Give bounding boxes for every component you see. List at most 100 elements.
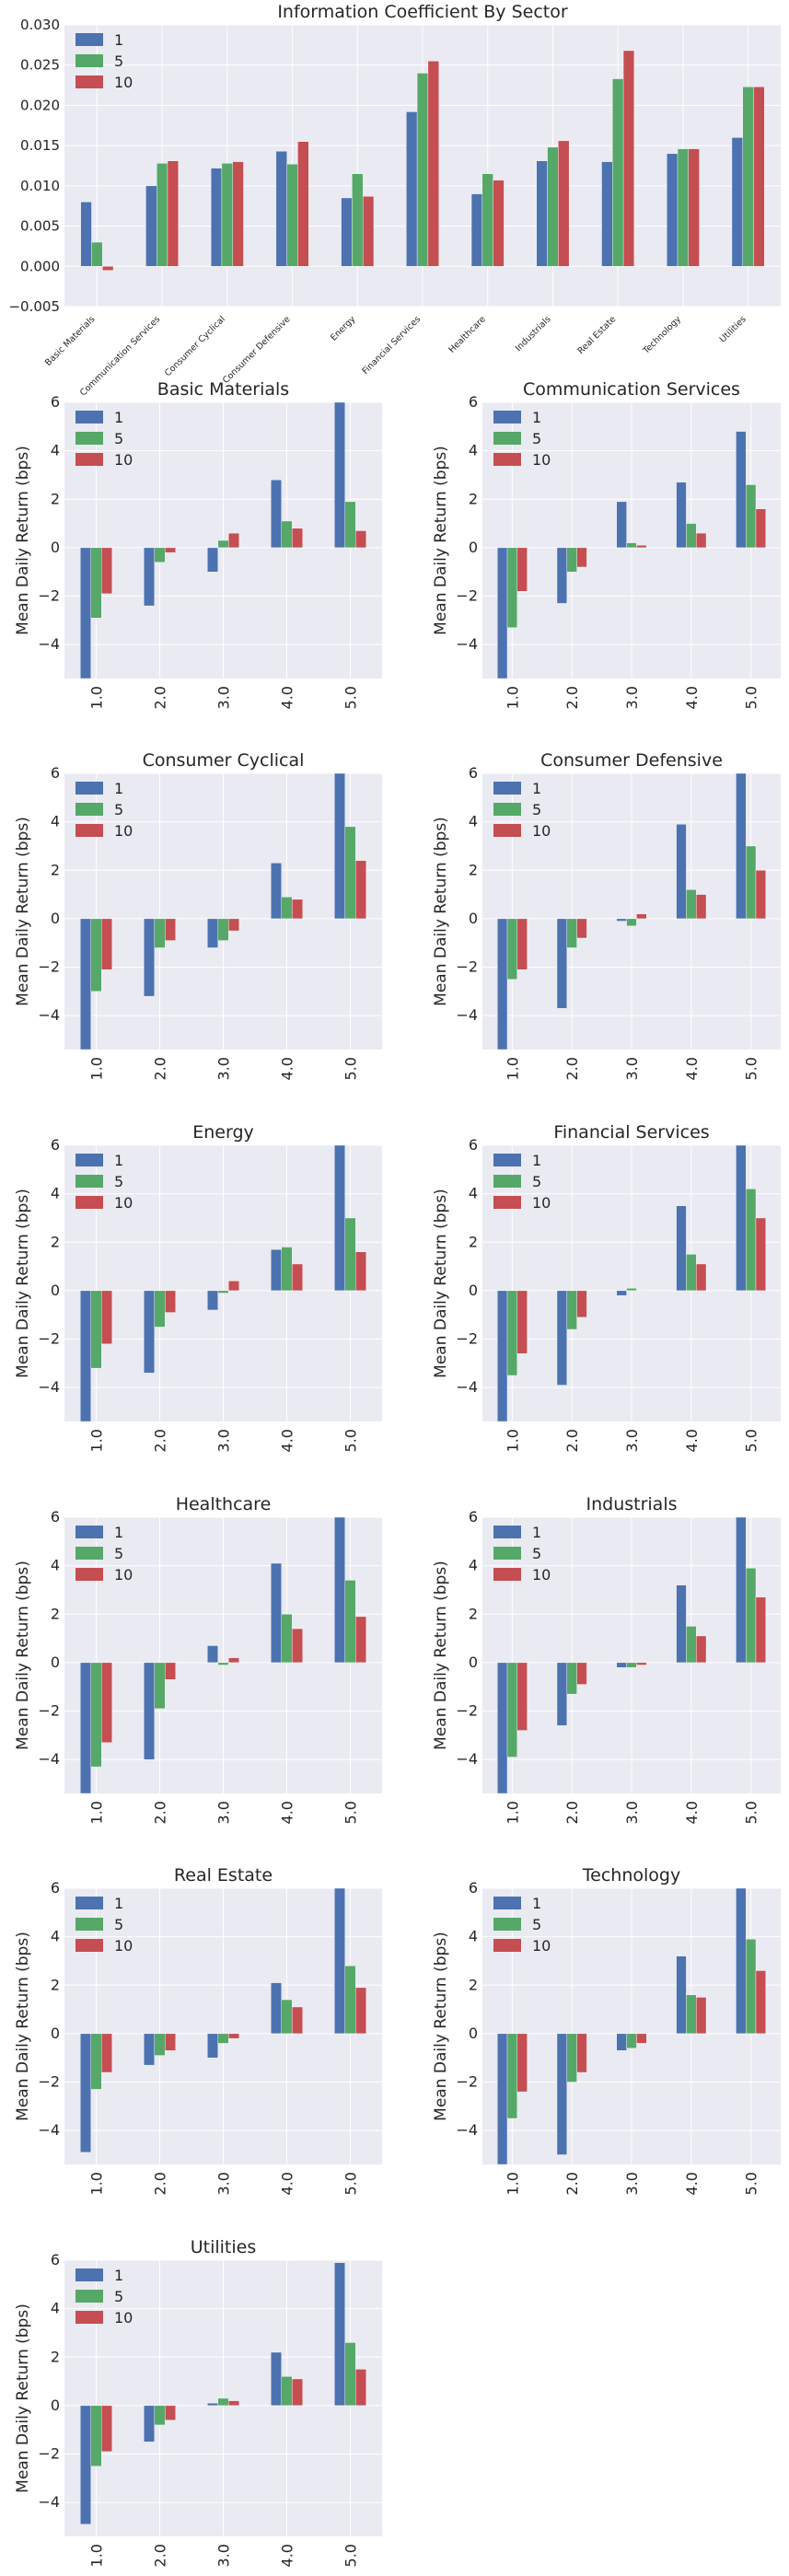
legend-label: 5	[114, 430, 123, 447]
bar-1-2.0	[144, 547, 155, 607]
bar-5-4.0	[686, 1254, 697, 1292]
bar-1-2.0	[144, 1290, 155, 1374]
bar-1-real-estate	[601, 161, 613, 267]
y-tick-label: 6	[51, 764, 60, 782]
x-tick-label: 1.0	[88, 2172, 106, 2195]
x-tick-label: 5.0	[342, 1057, 360, 1080]
bar-1-2.0	[556, 2033, 568, 2155]
bar-5-4.0	[686, 889, 697, 920]
y-tick-label: −4	[456, 1750, 478, 1768]
y-tick-label: −4	[38, 635, 60, 653]
bar-1-consumer-cyclical	[210, 168, 223, 267]
bar-5-5.0	[344, 1966, 356, 2035]
y-tick-label: 0	[51, 910, 60, 927]
chart-panel: −4 −2 0 2 4 6 1.0 2.0 3.0 4.0 5.0 Communication Ser…	[432, 379, 781, 709]
bar-10-technology	[688, 148, 700, 267]
legend-swatch	[75, 1918, 103, 1931]
bar-10-1.0	[101, 1290, 112, 1344]
y-axis-label: Mean Daily Return (bps)	[432, 446, 450, 635]
bar-1-1.0	[80, 547, 91, 679]
bar-5-1.0	[506, 1290, 518, 1376]
bar-1-3.0	[616, 1290, 627, 1296]
bar-1-3.0	[207, 2033, 218, 2059]
y-tick-label: 4	[51, 813, 60, 830]
bar-1-4.0	[676, 1205, 687, 1292]
x-tick-label: Energy	[329, 314, 358, 343]
y-tick-label: −2	[456, 958, 478, 976]
bar-10-3.0	[636, 545, 647, 549]
bar-10-2.0	[165, 547, 176, 553]
bar-10-5.0	[755, 870, 767, 920]
bar-1-4.0	[271, 1982, 282, 2035]
x-tick-label: 4.0	[683, 1057, 701, 1080]
bar-1-4.0	[676, 824, 687, 920]
legend-label: 1	[532, 409, 541, 426]
legend-swatch	[75, 75, 103, 88]
chart-panel: −4 −2 0 2 4 6 1.0 2.0 3.0 4.0 5.0 Healthcare Mean Da…	[14, 1494, 382, 1824]
legend-swatch	[493, 1154, 521, 1166]
y-tick-label: 0.030	[20, 17, 60, 33]
legend-swatch	[75, 54, 103, 67]
bar-1-3.0	[207, 547, 218, 573]
bar-5-2.0	[566, 2033, 577, 2083]
y-tick-label: −2	[456, 587, 478, 605]
legend-swatch	[75, 1939, 103, 1952]
x-tick-label: Consumer Defensive	[221, 314, 293, 386]
legend-swatch	[75, 453, 103, 466]
legend-swatch	[493, 432, 521, 445]
legend-label: 1	[532, 1524, 541, 1541]
bar-10-consumer-defensive	[297, 141, 309, 267]
x-tick-label: 2.0	[152, 2172, 169, 2195]
bar-5-3.0	[626, 918, 637, 926]
bar-10-2.0	[165, 1662, 176, 1680]
bar-1-5.0	[334, 1887, 345, 2035]
y-tick-label: 6	[469, 764, 478, 782]
y-tick-label: 6	[469, 393, 478, 411]
y-tick-label: −2	[456, 1330, 478, 1348]
bar-5-1.0	[90, 2033, 102, 2090]
legend-label: 5	[532, 1916, 541, 1933]
y-tick-label: 4	[51, 1185, 60, 1202]
bar-1-2.0	[144, 2405, 155, 2443]
y-tick-label: 0	[469, 910, 478, 927]
legend-swatch	[75, 1196, 103, 1209]
chart-panel: −4 −2 0 2 4 6 1.0 2.0 3.0 4.0 5.0 Industrials Mean D…	[432, 1494, 781, 1824]
x-tick-label: Healthcare	[447, 314, 488, 355]
bar-10-4.0	[292, 2378, 303, 2407]
bar-1-2.0	[144, 2033, 155, 2066]
bar-5-1.0	[506, 547, 518, 628]
bar-5-5.0	[746, 1189, 757, 1292]
y-tick-label: 4	[51, 2300, 60, 2317]
bar-5-3.0	[217, 2397, 229, 2407]
bar-1-5.0	[334, 1144, 345, 1292]
legend-label: 1	[114, 31, 123, 49]
bar-5-2.0	[154, 918, 166, 948]
x-tick-label: 1.0	[88, 2544, 106, 2567]
bar-10-2.0	[165, 918, 176, 941]
bar-10-5.0	[755, 1970, 767, 2035]
bar-10-3.0	[636, 1662, 647, 1665]
bar-10-3.0	[228, 1281, 239, 1292]
bar-1-2.0	[556, 1662, 568, 1726]
y-tick-label: 2	[51, 1976, 60, 1993]
bar-1-4.0	[676, 1584, 687, 1664]
bar-5-2.0	[566, 547, 577, 573]
chart-panel: −4 −2 0 2 4 6 1.0 2.0 3.0 4.0 5.0 Technology Mean Da…	[432, 1865, 781, 2195]
legend-swatch	[493, 1175, 521, 1188]
bar-1-1.0	[80, 2033, 91, 2153]
bar-10-4.0	[696, 532, 707, 549]
x-tick-label: 4.0	[683, 1429, 701, 1452]
bar-10-utilities	[753, 87, 765, 267]
x-tick-label: 2.0	[563, 2172, 581, 2195]
y-tick-label: 0	[51, 1654, 60, 1671]
x-tick-label: 2.0	[563, 686, 581, 709]
chart-title: Financial Services	[553, 1122, 709, 1143]
bar-1-1.0	[497, 2033, 508, 2165]
legend-label: 5	[114, 1545, 123, 1562]
y-tick-label: 0	[51, 2396, 60, 2414]
bar-1-utilities	[731, 137, 743, 267]
legend-swatch	[493, 1526, 521, 1538]
bar-5-2.0	[566, 1290, 577, 1330]
bar-1-1.0	[80, 918, 91, 1050]
bar-5-4.0	[686, 1994, 697, 2035]
